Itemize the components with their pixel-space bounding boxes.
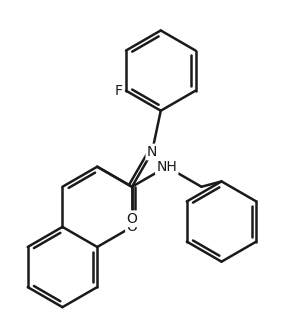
Text: N: N — [147, 145, 157, 159]
Text: O: O — [127, 220, 137, 234]
Text: NH: NH — [156, 160, 177, 174]
Text: F: F — [115, 84, 123, 98]
Text: O: O — [127, 212, 137, 226]
